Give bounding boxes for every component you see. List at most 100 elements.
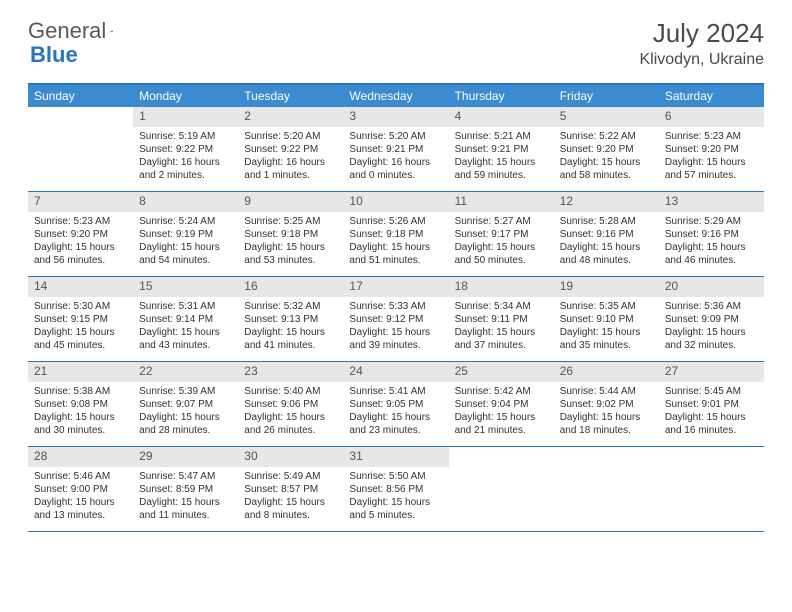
day-body: Sunrise: 5:22 AMSunset: 9:20 PMDaylight:… (554, 127, 659, 188)
day-body: Sunrise: 5:47 AMSunset: 8:59 PMDaylight:… (133, 467, 238, 528)
day-sunrise: Sunrise: 5:33 AM (349, 300, 442, 313)
day-body: Sunrise: 5:49 AMSunset: 8:57 PMDaylight:… (238, 467, 343, 528)
day-sunrise: Sunrise: 5:19 AM (139, 130, 232, 143)
day-cell: 16Sunrise: 5:32 AMSunset: 9:13 PMDayligh… (238, 277, 343, 361)
day-sunrise: Sunrise: 5:50 AM (349, 470, 442, 483)
day-sunrise: Sunrise: 5:20 AM (244, 130, 337, 143)
day-number: 18 (449, 277, 554, 297)
day-daylight: Daylight: 15 hours and 35 minutes. (560, 326, 653, 352)
day-number: 14 (28, 277, 133, 297)
day-sunrise: Sunrise: 5:39 AM (139, 385, 232, 398)
day-daylight: Daylight: 15 hours and 43 minutes. (139, 326, 232, 352)
day-body: Sunrise: 5:38 AMSunset: 9:08 PMDaylight:… (28, 382, 133, 443)
day-sunset: Sunset: 9:04 PM (455, 398, 548, 411)
day-daylight: Daylight: 15 hours and 37 minutes. (455, 326, 548, 352)
day-sunrise: Sunrise: 5:21 AM (455, 130, 548, 143)
day-daylight: Daylight: 15 hours and 18 minutes. (560, 411, 653, 437)
day-body: Sunrise: 5:41 AMSunset: 9:05 PMDaylight:… (343, 382, 448, 443)
day-number: 28 (28, 447, 133, 467)
day-daylight: Daylight: 15 hours and 16 minutes. (665, 411, 758, 437)
day-daylight: Daylight: 15 hours and 51 minutes. (349, 241, 442, 267)
day-number: 11 (449, 192, 554, 212)
weekday-header: Saturday (659, 85, 764, 107)
day-sunset: Sunset: 8:57 PM (244, 483, 337, 496)
day-cell-empty (449, 447, 554, 531)
day-sunset: Sunset: 9:13 PM (244, 313, 337, 326)
day-number: 26 (554, 362, 659, 382)
week-row: 7Sunrise: 5:23 AMSunset: 9:20 PMDaylight… (28, 192, 764, 277)
day-number: 21 (28, 362, 133, 382)
day-number: 17 (343, 277, 448, 297)
day-daylight: Daylight: 16 hours and 1 minutes. (244, 156, 337, 182)
day-sunrise: Sunrise: 5:30 AM (34, 300, 127, 313)
day-daylight: Daylight: 15 hours and 32 minutes. (665, 326, 758, 352)
day-daylight: Daylight: 15 hours and 30 minutes. (34, 411, 127, 437)
day-cell: 27Sunrise: 5:45 AMSunset: 9:01 PMDayligh… (659, 362, 764, 446)
day-cell: 15Sunrise: 5:31 AMSunset: 9:14 PMDayligh… (133, 277, 238, 361)
day-body: Sunrise: 5:50 AMSunset: 8:56 PMDaylight:… (343, 467, 448, 528)
day-number: 13 (659, 192, 764, 212)
day-sunrise: Sunrise: 5:44 AM (560, 385, 653, 398)
day-number: 29 (133, 447, 238, 467)
week-row: 14Sunrise: 5:30 AMSunset: 9:15 PMDayligh… (28, 277, 764, 362)
day-daylight: Daylight: 15 hours and 57 minutes. (665, 156, 758, 182)
day-cell: 9Sunrise: 5:25 AMSunset: 9:18 PMDaylight… (238, 192, 343, 276)
logo-triangle-icon (110, 24, 113, 38)
day-daylight: Daylight: 15 hours and 59 minutes. (455, 156, 548, 182)
day-daylight: Daylight: 15 hours and 26 minutes. (244, 411, 337, 437)
day-number: 20 (659, 277, 764, 297)
calendar-body: 1Sunrise: 5:19 AMSunset: 9:22 PMDaylight… (28, 107, 764, 532)
day-number: 19 (554, 277, 659, 297)
month-title: July 2024 (640, 18, 765, 49)
location-label: Klivodyn, Ukraine (640, 51, 765, 69)
day-cell: 20Sunrise: 5:36 AMSunset: 9:09 PMDayligh… (659, 277, 764, 361)
weekday-header: Sunday (28, 85, 133, 107)
day-sunrise: Sunrise: 5:23 AM (665, 130, 758, 143)
day-cell: 6Sunrise: 5:23 AMSunset: 9:20 PMDaylight… (659, 107, 764, 191)
logo-text-2: Blue (30, 42, 78, 67)
day-sunrise: Sunrise: 5:35 AM (560, 300, 653, 313)
day-sunset: Sunset: 9:18 PM (244, 228, 337, 241)
day-daylight: Daylight: 15 hours and 50 minutes. (455, 241, 548, 267)
day-cell: 29Sunrise: 5:47 AMSunset: 8:59 PMDayligh… (133, 447, 238, 531)
day-cell: 13Sunrise: 5:29 AMSunset: 9:16 PMDayligh… (659, 192, 764, 276)
day-number: 3 (343, 107, 448, 127)
day-sunrise: Sunrise: 5:49 AM (244, 470, 337, 483)
week-row: 28Sunrise: 5:46 AMSunset: 9:00 PMDayligh… (28, 447, 764, 532)
day-sunrise: Sunrise: 5:24 AM (139, 215, 232, 228)
day-sunrise: Sunrise: 5:29 AM (665, 215, 758, 228)
day-sunset: Sunset: 9:09 PM (665, 313, 758, 326)
day-sunset: Sunset: 9:18 PM (349, 228, 442, 241)
day-sunset: Sunset: 9:16 PM (665, 228, 758, 241)
day-sunset: Sunset: 9:19 PM (139, 228, 232, 241)
logo: General (28, 18, 130, 44)
day-daylight: Daylight: 15 hours and 41 minutes. (244, 326, 337, 352)
day-sunrise: Sunrise: 5:42 AM (455, 385, 548, 398)
day-cell: 19Sunrise: 5:35 AMSunset: 9:10 PMDayligh… (554, 277, 659, 361)
calendar: SundayMondayTuesdayWednesdayThursdayFrid… (28, 83, 764, 532)
day-number: 6 (659, 107, 764, 127)
day-cell: 23Sunrise: 5:40 AMSunset: 9:06 PMDayligh… (238, 362, 343, 446)
day-daylight: Daylight: 15 hours and 5 minutes. (349, 496, 442, 522)
day-cell: 4Sunrise: 5:21 AMSunset: 9:21 PMDaylight… (449, 107, 554, 191)
logo-text-1: General (28, 18, 106, 44)
day-body: Sunrise: 5:25 AMSunset: 9:18 PMDaylight:… (238, 212, 343, 273)
week-row: 21Sunrise: 5:38 AMSunset: 9:08 PMDayligh… (28, 362, 764, 447)
day-sunrise: Sunrise: 5:26 AM (349, 215, 442, 228)
day-body: Sunrise: 5:35 AMSunset: 9:10 PMDaylight:… (554, 297, 659, 358)
day-daylight: Daylight: 16 hours and 0 minutes. (349, 156, 442, 182)
day-sunset: Sunset: 8:56 PM (349, 483, 442, 496)
day-cell: 30Sunrise: 5:49 AMSunset: 8:57 PMDayligh… (238, 447, 343, 531)
day-daylight: Daylight: 15 hours and 23 minutes. (349, 411, 442, 437)
day-number: 1 (133, 107, 238, 127)
weekday-header: Wednesday (343, 85, 448, 107)
day-cell: 3Sunrise: 5:20 AMSunset: 9:21 PMDaylight… (343, 107, 448, 191)
day-cell: 5Sunrise: 5:22 AMSunset: 9:20 PMDaylight… (554, 107, 659, 191)
day-sunset: Sunset: 9:20 PM (34, 228, 127, 241)
day-cell: 14Sunrise: 5:30 AMSunset: 9:15 PMDayligh… (28, 277, 133, 361)
day-cell: 24Sunrise: 5:41 AMSunset: 9:05 PMDayligh… (343, 362, 448, 446)
day-sunrise: Sunrise: 5:34 AM (455, 300, 548, 313)
day-sunrise: Sunrise: 5:27 AM (455, 215, 548, 228)
day-body: Sunrise: 5:23 AMSunset: 9:20 PMDaylight:… (28, 212, 133, 273)
day-sunset: Sunset: 9:10 PM (560, 313, 653, 326)
